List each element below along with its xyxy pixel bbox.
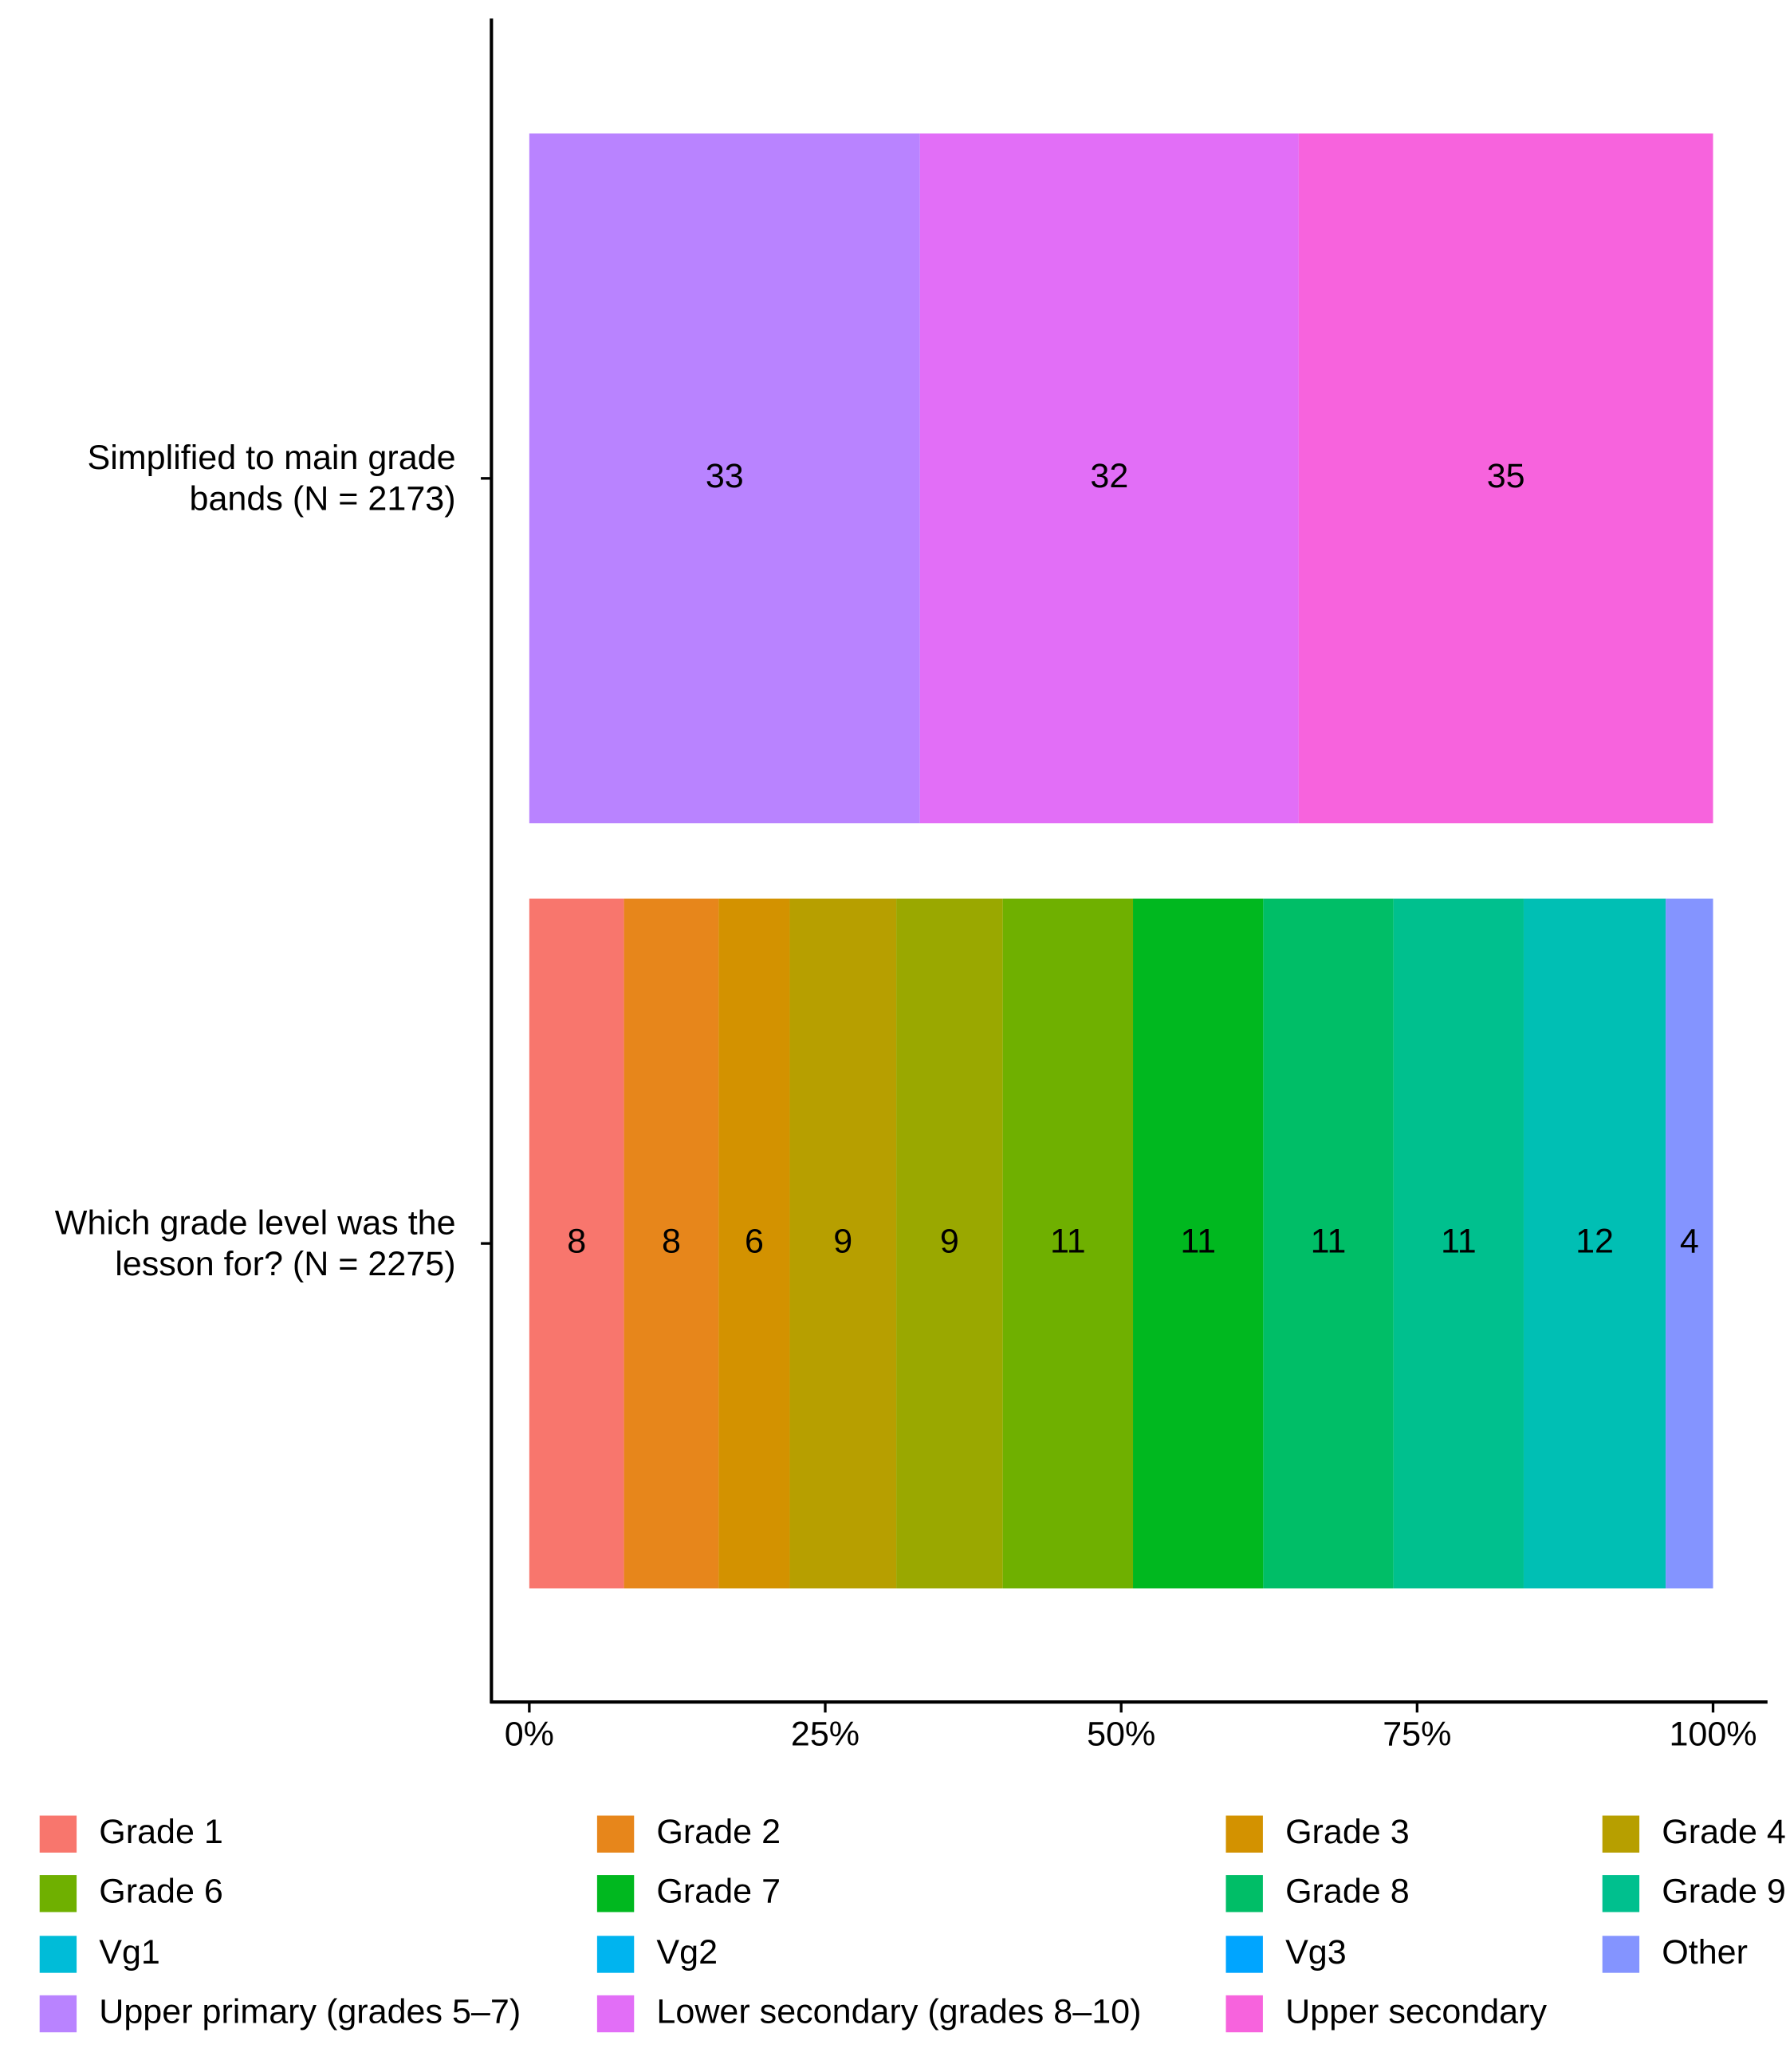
legend-swatch — [39, 1936, 77, 1973]
legend-label: Lower secondary (grades 8–10) — [656, 1992, 1141, 2031]
legend-swatch — [1602, 1875, 1640, 1912]
y-tick-label: Which grade level was the lesson for? (N… — [54, 1202, 456, 1283]
value-label: 35 — [1487, 457, 1525, 495]
bar-segment — [1393, 898, 1524, 1589]
legend-swatch — [39, 1995, 77, 2033]
legend-swatch — [39, 1875, 77, 1912]
value-label: 11 — [1050, 1222, 1086, 1260]
legend-label: Vg3 — [1285, 1933, 1347, 1972]
x-tick-label: 75% — [1383, 1715, 1451, 1753]
value-label: 11 — [1180, 1222, 1216, 1260]
legend-label: Grade 2 — [656, 1813, 781, 1851]
x-tick-label: 25% — [791, 1715, 860, 1753]
category-label-box: Simplified to main grade bands (N = 2173… — [87, 437, 456, 518]
legend-swatch — [596, 1815, 635, 1853]
x-tick-label: 50% — [1087, 1715, 1155, 1753]
bar-segment — [896, 898, 1003, 1589]
legend-label: Upper secondary — [1285, 1992, 1547, 2031]
value-label: 6 — [745, 1222, 764, 1260]
legend-label: Upper primary (grades 5–7) — [99, 1992, 521, 2031]
value-label: 8 — [662, 1222, 681, 1260]
legend-label: Vg2 — [656, 1933, 718, 1972]
legend-swatch — [39, 1815, 77, 1853]
legend-label: Grade 3 — [1285, 1813, 1410, 1851]
value-label: 11 — [1311, 1222, 1347, 1260]
bar-segment — [718, 898, 790, 1589]
legend-label: Grade 9 — [1662, 1873, 1786, 1911]
value-label: 9 — [940, 1222, 959, 1260]
legend-label: Other — [1662, 1933, 1748, 1972]
value-label: 11 — [1441, 1222, 1477, 1260]
bar-segment — [529, 133, 920, 824]
legend-swatch — [1225, 1936, 1263, 1973]
x-tick-label: 100% — [1669, 1715, 1756, 1753]
legend-label: Grade 7 — [656, 1873, 781, 1911]
bar-segment — [1298, 133, 1713, 824]
bar-segment — [1666, 898, 1713, 1589]
value-label: 12 — [1576, 1222, 1614, 1260]
bar-segment — [529, 898, 624, 1589]
legend-swatch — [1602, 1815, 1640, 1853]
legend-label: Vg1 — [99, 1933, 160, 1972]
legend-swatch — [596, 1995, 635, 2033]
value-label: 9 — [833, 1222, 852, 1260]
legend-swatch — [1225, 1995, 1263, 2033]
y-tick-label: Simplified to main grade bands (N = 2173… — [87, 437, 456, 518]
bar-segment — [624, 898, 719, 1589]
category-label-box: Which grade level was the lesson for? (N… — [54, 1202, 456, 1283]
legend-label: Grade 8 — [1285, 1873, 1410, 1911]
bar-segment — [919, 133, 1299, 824]
legend-label: Grade 6 — [99, 1873, 223, 1911]
value-label: 33 — [706, 457, 744, 495]
value-label: 8 — [567, 1222, 586, 1260]
legend-swatch — [596, 1936, 635, 1973]
legend-swatch — [596, 1875, 635, 1912]
bar-segment — [1263, 898, 1394, 1589]
bar-segment — [1133, 898, 1264, 1589]
legend-swatch — [1602, 1936, 1640, 1973]
legend-label: Grade 4 — [1662, 1813, 1786, 1851]
legend-swatch — [1225, 1875, 1263, 1912]
x-tick-label: 0% — [505, 1715, 554, 1753]
legend-swatch — [1225, 1815, 1263, 1853]
value-label: 32 — [1090, 457, 1128, 495]
legend-label: Grade 1 — [99, 1813, 223, 1851]
value-label: 4 — [1680, 1222, 1699, 1260]
bar-segment — [789, 898, 897, 1589]
bar-segment — [1523, 898, 1666, 1589]
bar-segment — [1002, 898, 1134, 1589]
